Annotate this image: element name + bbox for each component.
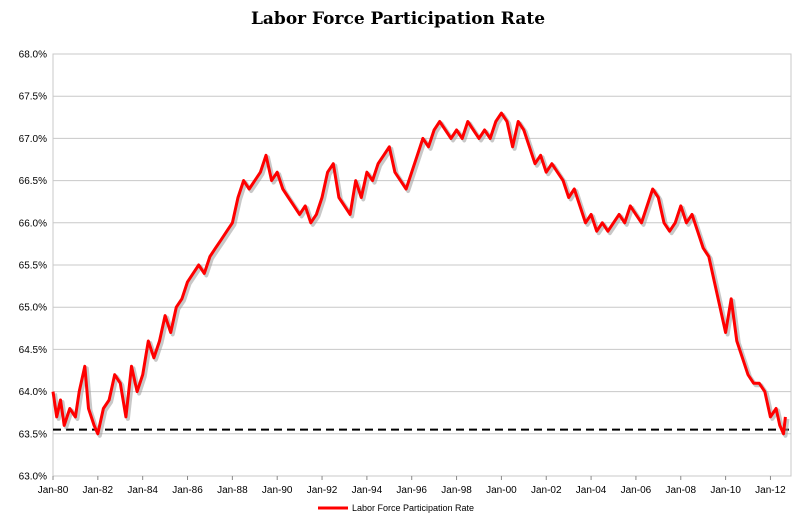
x-axis-tick-marks [52, 476, 771, 480]
y-tick-label: 68.0% [19, 50, 47, 61]
x-tick-label: Jan-02 [531, 485, 562, 496]
y-tick-label: 63.5% [19, 429, 47, 440]
y-tick-label: 63.0% [19, 472, 47, 483]
x-tick-label: Jan-10 [710, 485, 741, 496]
y-tick-label: 67.5% [19, 92, 47, 103]
x-tick-label: Jan-12 [755, 485, 786, 496]
legend: Labor Force Participation Rate [318, 503, 474, 513]
series-line-labor-force [51, 111, 787, 436]
y-tick-label: 67.0% [19, 134, 47, 145]
y-tick-label: 65.5% [19, 261, 47, 272]
x-tick-label: Jan-90 [262, 485, 293, 496]
chart-title: Labor Force Participation Rate [251, 9, 545, 29]
y-tick-label: 64.5% [19, 345, 47, 356]
x-tick-label: Jan-88 [217, 485, 248, 496]
x-tick-label: Jan-96 [396, 485, 427, 496]
y-axis-tick-labels: 63.0% 63.5% 64.0% 64.5% 65.0% 65.5% 66.0% 66.5%… [19, 50, 47, 483]
y-tick-label: 64.0% [19, 387, 47, 398]
y-tick-label: 66.0% [19, 218, 47, 229]
x-axis-tick-labels: Jan-80 Jan-82 Jan-84 Jan-86 Jan-88 Jan-90 Jan-… [38, 485, 786, 496]
x-tick-label: Jan-06 [621, 485, 652, 496]
x-tick-label: Jan-84 [127, 485, 158, 496]
legend-label: Labor Force Participation Rate [352, 503, 474, 513]
x-tick-label: Jan-98 [441, 485, 472, 496]
x-tick-label: Jan-92 [307, 485, 338, 496]
y-tick-label: 65.0% [19, 303, 47, 314]
x-tick-label: Jan-04 [576, 485, 607, 496]
y-tick-label: 66.5% [19, 176, 47, 187]
x-tick-label: Jan-86 [172, 485, 203, 496]
x-tick-label: Jan-80 [38, 485, 69, 496]
x-tick-label: Jan-94 [352, 485, 383, 496]
x-tick-label: Jan-00 [486, 485, 517, 496]
x-tick-label: Jan-08 [665, 485, 696, 496]
x-tick-label: Jan-82 [83, 485, 114, 496]
